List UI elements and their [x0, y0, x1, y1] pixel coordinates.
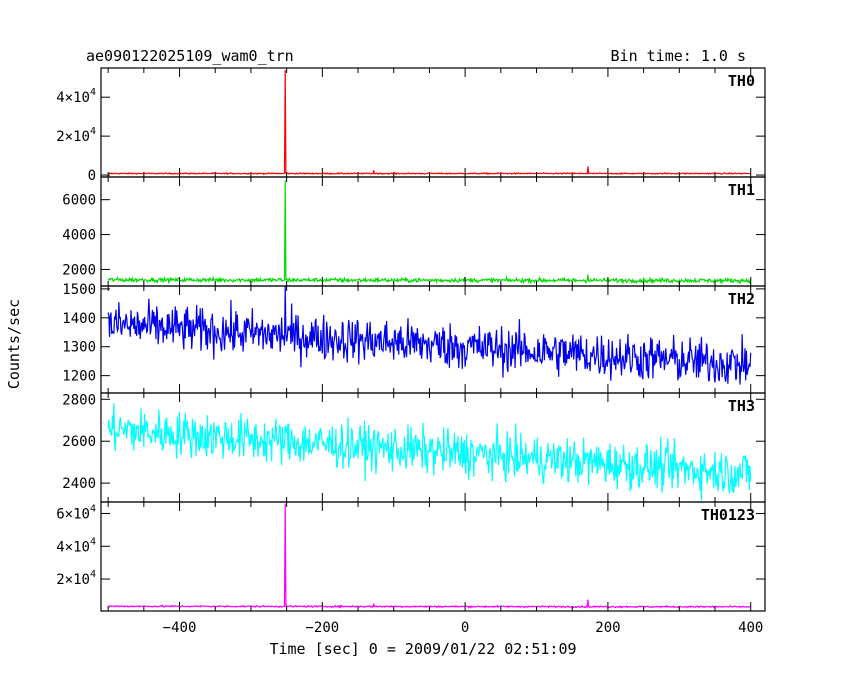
x-tick-label: 200: [595, 620, 620, 636]
y-tick-label: 2400: [62, 476, 96, 492]
y-tick-label: 0: [88, 168, 96, 184]
y-axis-label: Counts/sec: [5, 299, 23, 389]
y-tick-label: 1500: [62, 282, 96, 298]
panel-frame: [100, 176, 766, 287]
y-tick-label: 1200: [62, 369, 96, 385]
panel-th0123: TH0123 2×104 4×104 6×104: [56, 501, 766, 612]
y-tick-label: 4×104: [56, 87, 96, 106]
series-line-th1: [107, 180, 752, 286]
series-line-th2: [107, 285, 752, 385]
panel-th0: TH0 0 2×104 4×104: [56, 67, 766, 184]
x-tick-label: −400: [163, 620, 197, 636]
panels-group: TH002×1044×104TH1200040006000TH212001300…: [56, 67, 766, 636]
y-tick-label: 2×104: [56, 126, 96, 145]
series-label: TH0123: [701, 506, 755, 524]
y-tick-label: 1300: [62, 340, 96, 356]
y-tick-label: 6×104: [56, 503, 96, 522]
panel-frame: [100, 67, 766, 178]
series-line-th0: [108, 69, 751, 176]
panel-th2: TH2 1200 1300 1400 1500: [62, 282, 766, 394]
y-tick-label: 6000: [62, 193, 96, 209]
series-label: TH0: [728, 72, 755, 90]
y-tick-label: 4×104: [56, 536, 96, 555]
chart-title: ae090122025109_wam0_trn: [86, 47, 294, 65]
series-label: TH3: [728, 397, 755, 415]
series-line-th3: [107, 403, 752, 501]
series-label: TH2: [728, 290, 755, 308]
x-tick-label: 0: [461, 620, 469, 636]
panel-th1: TH1 2000 4000 6000: [62, 176, 766, 287]
panel-frame: [100, 501, 766, 612]
y-tick-label: 4000: [62, 228, 96, 244]
x-tick-label: 400: [738, 620, 763, 636]
y-tick-label: 2600: [62, 434, 96, 450]
y-tick-label: 2×104: [56, 569, 96, 588]
panel-th3: TH3 2400 2600 2800: [62, 392, 766, 503]
bin-time-label: Bin time: 1.0 s: [611, 47, 746, 65]
series-label: TH1: [728, 181, 755, 199]
y-tick-label: 1400: [62, 311, 96, 327]
x-tick-label: −200: [305, 620, 339, 636]
series-line-th0123: [107, 503, 752, 609]
x-axis-label: Time [sec] 0 = 2009/01/22 02:51:09: [269, 640, 576, 658]
y-tick-label: 2800: [62, 392, 96, 408]
y-tick-label: 2000: [62, 262, 96, 278]
